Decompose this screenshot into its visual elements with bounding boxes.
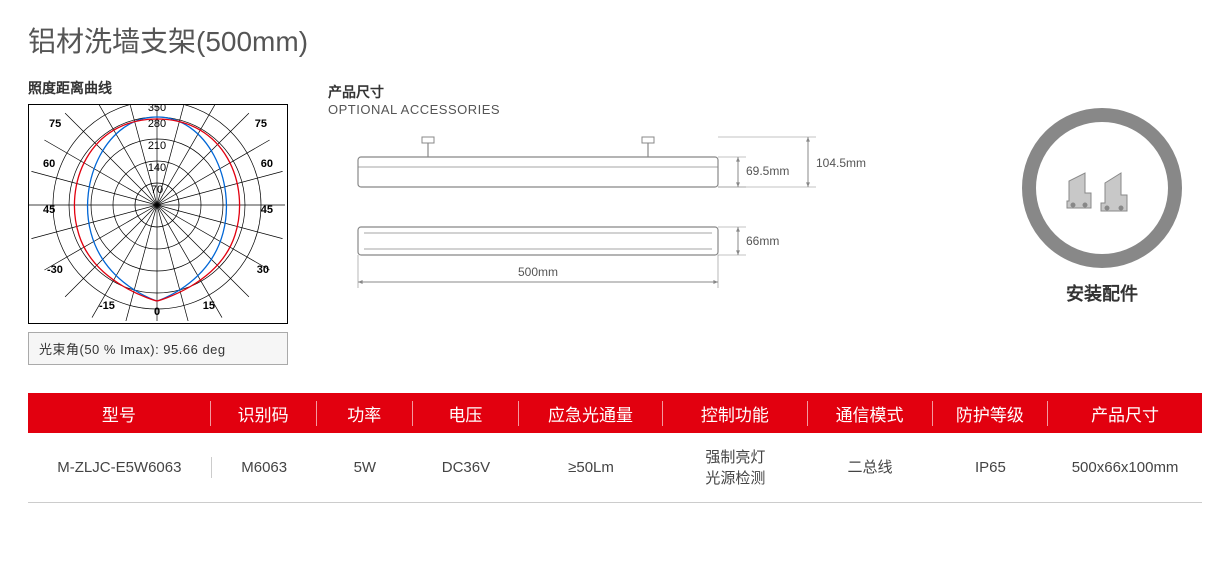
svg-text:350: 350 xyxy=(148,105,166,114)
svg-text:60: 60 xyxy=(261,158,273,170)
page-title: 铝材洗墙支架(500mm) xyxy=(28,20,1202,60)
dimensions-title-cn: 产品尺寸 xyxy=(328,82,962,102)
accessory-label: 安装配件 xyxy=(1066,280,1138,306)
svg-text:0: 0 xyxy=(154,306,160,318)
dimensions-section: 产品尺寸 OPTIONAL ACCESSORIES 69.5mm 104.5mm 6… xyxy=(328,78,962,327)
cell-power: 5W xyxy=(317,457,413,478)
cell-voltage: DC36V xyxy=(413,457,519,478)
polar-section: 照度距离曲线 70140210280350756045-30-150153045… xyxy=(28,78,288,365)
col-header-control: 控制功能 xyxy=(663,401,807,426)
cell-control-line1: 强制亮灯 xyxy=(705,449,765,466)
dimensions-title-en: OPTIONAL ACCESSORIES xyxy=(328,102,962,117)
cell-comm: 二总线 xyxy=(808,457,933,478)
accessory-section: 安装配件 xyxy=(1002,78,1202,306)
svg-text:-15: -15 xyxy=(99,300,115,312)
spec-header: 型号 识别码 功率 电压 应急光通量 控制功能 通信模式 防护等级 产品尺寸 xyxy=(28,393,1202,433)
cell-ip: IP65 xyxy=(933,457,1049,478)
svg-text:-30: -30 xyxy=(47,264,63,276)
cell-control-line2: 光源检测 xyxy=(705,470,765,487)
bracket-icon xyxy=(1057,153,1147,223)
polar-section-label: 照度距离曲线 xyxy=(28,78,288,98)
svg-text:140: 140 xyxy=(148,162,166,174)
svg-text:70: 70 xyxy=(151,184,163,196)
polar-chart: 70140210280350756045-30-1501530456075 xyxy=(28,104,288,324)
svg-text:210: 210 xyxy=(148,140,166,152)
svg-text:66mm: 66mm xyxy=(746,234,779,248)
accessory-circle xyxy=(1022,108,1182,268)
svg-text:45: 45 xyxy=(261,204,273,216)
col-header-flux: 应急光通量 xyxy=(519,401,663,426)
col-header-comm: 通信模式 xyxy=(808,401,933,426)
col-header-model: 型号 xyxy=(28,401,211,426)
svg-text:60: 60 xyxy=(43,158,55,170)
svg-text:30: 30 xyxy=(257,264,269,276)
cell-control: 强制亮灯 光源检测 xyxy=(663,447,807,489)
svg-text:45: 45 xyxy=(43,204,55,216)
spec-row: M-ZLJC-E5W6063 M6063 5W DC36V ≥50Lm 强制亮灯… xyxy=(28,433,1202,503)
cell-idcode: M6063 xyxy=(211,457,317,478)
svg-text:75: 75 xyxy=(49,118,61,130)
col-header-ip: 防护等级 xyxy=(933,401,1049,426)
svg-text:104.5mm: 104.5mm xyxy=(816,156,866,170)
cell-size: 500x66x100mm xyxy=(1048,457,1202,478)
cell-flux: ≥50Lm xyxy=(519,457,663,478)
svg-text:75: 75 xyxy=(255,118,267,130)
svg-text:500mm: 500mm xyxy=(518,265,558,279)
content-row: 照度距离曲线 70140210280350756045-30-150153045… xyxy=(28,78,1202,365)
beam-angle-readout: 光束角(50 % Imax): 95.66 deg xyxy=(28,332,288,365)
col-header-power: 功率 xyxy=(317,401,413,426)
col-header-idcode: 识别码 xyxy=(211,401,317,426)
svg-text:15: 15 xyxy=(203,300,215,312)
col-header-voltage: 电压 xyxy=(413,401,519,426)
col-header-size: 产品尺寸 xyxy=(1048,401,1202,426)
svg-text:69.5mm: 69.5mm xyxy=(746,164,789,178)
cell-model: M-ZLJC-E5W6063 xyxy=(28,457,211,478)
